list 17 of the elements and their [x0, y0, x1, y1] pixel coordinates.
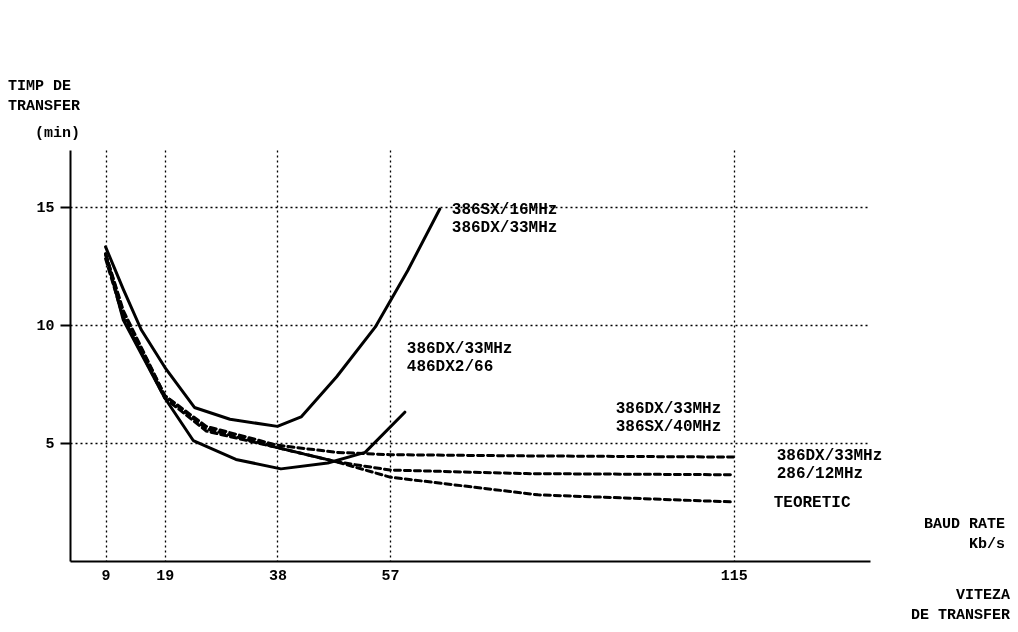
text: 386DX/33MHz 486DX2/66 — [406, 340, 513, 377]
x-tick-label: 115 — [720, 567, 748, 585]
y-tick-label: 15 — [36, 200, 55, 218]
text: (min) — [35, 125, 81, 142]
x-tick-label: 38 — [268, 567, 287, 585]
x-tick-label: 57 — [381, 567, 400, 585]
y-axis-title: TIMP DE TRANSFER — [8, 78, 81, 115]
series-label: 386DX/33MHz 386SX/40MHz — [615, 400, 722, 437]
y-tick-label: 5 — [45, 436, 55, 454]
x-axis-title: VITEZA DE TRANSFER — [910, 587, 1010, 624]
x-tick-label: 9 — [101, 567, 111, 585]
series-label: 386SX/16MHz 386DX/33MHz — [451, 201, 558, 238]
text: 386DX/33MHz 286/12MHz — [776, 446, 883, 483]
text: BAUD RATE Kb/s — [923, 516, 1005, 553]
y-tick-label: 10 — [36, 318, 55, 336]
x-tick-label: 19 — [156, 567, 175, 585]
text: TEORETIC — [773, 493, 851, 512]
